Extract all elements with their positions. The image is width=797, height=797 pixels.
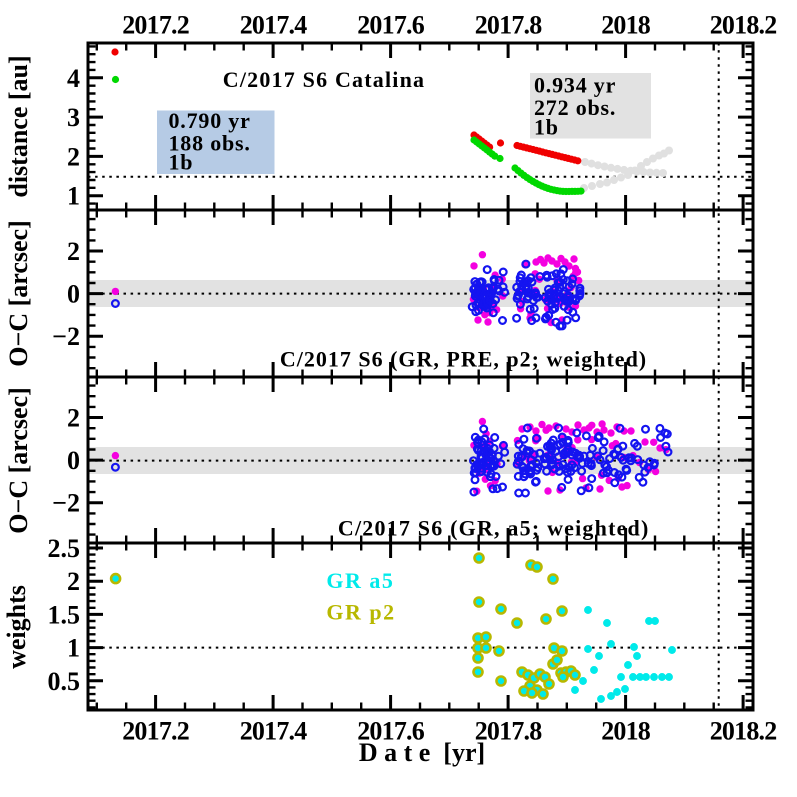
- svg-text:0.790 yr: 0.790 yr: [169, 108, 251, 133]
- svg-text:2017.4: 2017.4: [240, 11, 308, 40]
- svg-text:O−C [arcsec]: O−C [arcsec]: [4, 387, 33, 533]
- svg-text:0.934 yr: 0.934 yr: [534, 73, 616, 98]
- svg-text:C/2017 S6 (GR, PRE, p2; weight: C/2017 S6 (GR, PRE, p2; weighted): [280, 347, 647, 372]
- svg-text:2018: 2018: [601, 717, 651, 746]
- svg-text:2017.8: 2017.8: [475, 11, 543, 40]
- svg-text:D a t e [yr]: D a t e [yr]: [359, 738, 485, 767]
- svg-text:C/2017 S6 Catalina: C/2017 S6 Catalina: [223, 67, 426, 92]
- svg-text:2: 2: [67, 567, 80, 596]
- svg-text:distance [au]: distance [au]: [4, 55, 33, 197]
- svg-text:2017.6: 2017.6: [357, 717, 425, 746]
- svg-text:1: 1: [67, 182, 80, 211]
- svg-text:−2: −2: [52, 322, 80, 351]
- svg-text:2018.2: 2018.2: [710, 717, 777, 746]
- svg-text:−2: −2: [52, 489, 80, 518]
- svg-text:2017.2: 2017.2: [122, 11, 189, 40]
- svg-text:0.5: 0.5: [48, 667, 81, 696]
- svg-text:weights: weights: [2, 585, 31, 669]
- svg-text:0: 0: [67, 280, 80, 309]
- svg-text:3: 3: [67, 103, 80, 132]
- svg-text:272 obs.: 272 obs.: [534, 95, 616, 120]
- svg-text:4: 4: [67, 64, 80, 93]
- svg-text:2.5: 2.5: [48, 534, 81, 563]
- svg-text:188 obs.: 188 obs.: [169, 131, 251, 156]
- svg-text:C/2017 S6 (GR, a5; weighted): C/2017 S6 (GR, a5; weighted): [338, 516, 650, 541]
- svg-text:2018.2: 2018.2: [710, 11, 777, 40]
- svg-text:2017.2: 2017.2: [122, 717, 189, 746]
- svg-text:0: 0: [67, 446, 80, 475]
- svg-text:1b: 1b: [169, 150, 194, 175]
- svg-text:2017.8: 2017.8: [475, 717, 543, 746]
- svg-text:2: 2: [67, 237, 80, 266]
- svg-text:2017.4: 2017.4: [240, 717, 308, 746]
- svg-text:2017.6: 2017.6: [357, 11, 425, 40]
- svg-text:1: 1: [67, 634, 80, 663]
- svg-text:O−C [arcsec]: O−C [arcsec]: [4, 220, 33, 366]
- svg-text:2: 2: [67, 404, 80, 433]
- svg-text:2018: 2018: [601, 11, 651, 40]
- svg-text:GR p2: GR p2: [326, 600, 395, 625]
- svg-text:2: 2: [67, 142, 80, 171]
- svg-text:GR a5: GR a5: [326, 568, 394, 593]
- svg-text:1.5: 1.5: [48, 600, 81, 629]
- svg-text:1b: 1b: [534, 115, 559, 140]
